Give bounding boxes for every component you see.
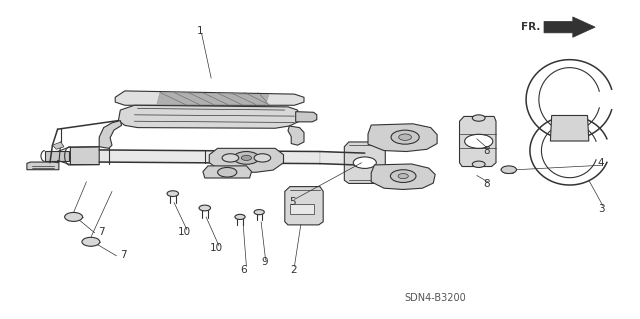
Circle shape — [472, 161, 485, 167]
Polygon shape — [460, 116, 496, 167]
Text: 9: 9 — [261, 257, 268, 267]
Circle shape — [241, 155, 252, 160]
Polygon shape — [45, 151, 69, 161]
Circle shape — [465, 134, 493, 148]
Text: 4: 4 — [597, 158, 604, 168]
Circle shape — [399, 134, 412, 140]
Polygon shape — [371, 164, 435, 189]
Text: SDN4-B3200: SDN4-B3200 — [404, 293, 466, 303]
Polygon shape — [99, 121, 122, 148]
Polygon shape — [290, 204, 314, 214]
Circle shape — [254, 210, 264, 215]
Polygon shape — [52, 142, 64, 149]
Text: FR.: FR. — [522, 22, 541, 32]
Polygon shape — [285, 187, 323, 225]
Circle shape — [472, 115, 485, 121]
Polygon shape — [27, 162, 59, 170]
Circle shape — [390, 170, 416, 182]
Text: 3: 3 — [598, 204, 605, 214]
Circle shape — [218, 167, 237, 177]
Polygon shape — [70, 147, 99, 165]
Polygon shape — [118, 105, 300, 128]
Polygon shape — [550, 115, 589, 141]
Polygon shape — [544, 17, 595, 37]
Text: 6: 6 — [241, 264, 247, 275]
Text: 10: 10 — [210, 243, 223, 253]
Circle shape — [391, 130, 419, 144]
Polygon shape — [320, 152, 365, 165]
Circle shape — [199, 205, 211, 211]
Circle shape — [235, 214, 245, 219]
Polygon shape — [296, 112, 317, 122]
Circle shape — [353, 157, 376, 168]
Circle shape — [65, 212, 83, 221]
Text: 5: 5 — [289, 197, 296, 207]
Text: 7: 7 — [120, 250, 127, 260]
Text: 8: 8 — [483, 146, 490, 156]
Circle shape — [234, 152, 259, 164]
Text: 10: 10 — [178, 227, 191, 237]
Circle shape — [82, 237, 100, 246]
Circle shape — [254, 154, 271, 162]
Polygon shape — [203, 166, 252, 178]
Polygon shape — [288, 126, 304, 145]
Polygon shape — [209, 148, 284, 172]
Polygon shape — [157, 93, 269, 105]
Polygon shape — [99, 150, 320, 164]
Text: 1: 1 — [197, 26, 204, 36]
Text: 7: 7 — [99, 227, 105, 237]
Circle shape — [167, 191, 179, 197]
Polygon shape — [344, 142, 385, 183]
Polygon shape — [115, 91, 304, 105]
Circle shape — [501, 166, 516, 174]
Text: 8: 8 — [483, 179, 490, 189]
Circle shape — [222, 154, 239, 162]
Text: 2: 2 — [290, 264, 296, 275]
Circle shape — [398, 174, 408, 179]
Polygon shape — [368, 124, 437, 152]
